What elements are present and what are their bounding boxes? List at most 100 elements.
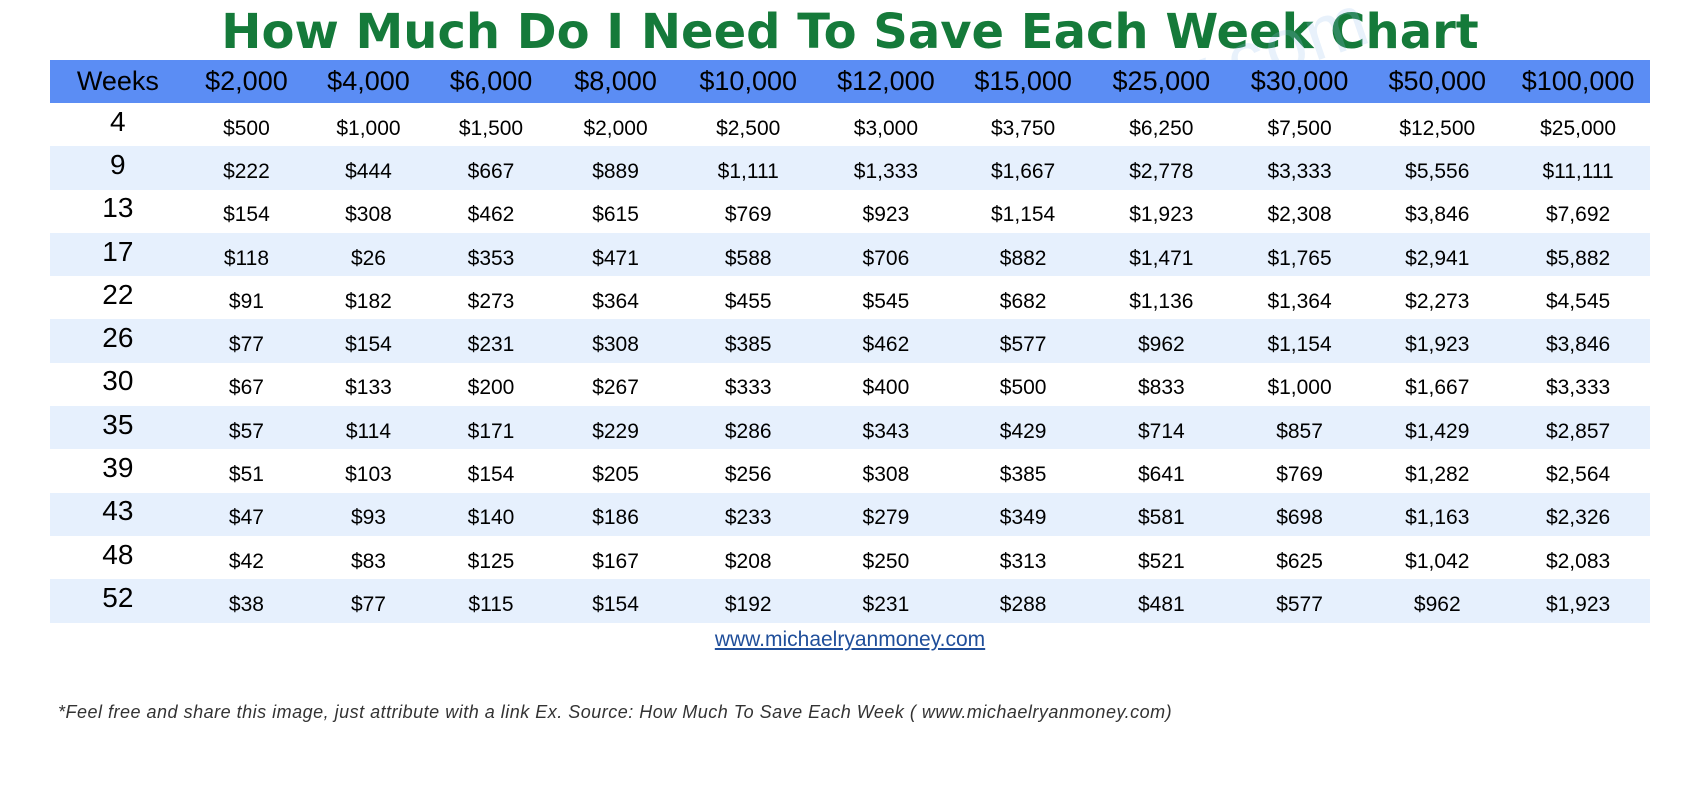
weekly-amount-cell: $2,778	[1091, 146, 1231, 190]
weekly-amount-cell: $429	[954, 406, 1092, 450]
weekly-amount-cell: $385	[678, 319, 818, 363]
weekly-amount-cell: $577	[1230, 579, 1369, 623]
weekly-amount-cell: $1,154	[1230, 319, 1369, 363]
weekly-amount-cell: $77	[307, 579, 430, 623]
weekly-amount-cell: $962	[1368, 579, 1507, 623]
column-header-goal: $15,000	[954, 60, 1092, 103]
weekly-amount-cell: $279	[817, 492, 955, 536]
weeks-cell: 52	[50, 579, 186, 623]
weekly-amount-cell: $171	[429, 406, 553, 450]
weekly-amount-cell: $962	[1091, 319, 1231, 363]
weekly-amount-cell: $1,923	[1506, 579, 1650, 623]
weekly-amount-cell: $83	[307, 535, 430, 580]
weekly-amount-cell: $481	[1091, 579, 1231, 623]
weekly-amount-cell: $2,083	[1506, 535, 1650, 580]
weekly-amount-cell: $5,556	[1368, 146, 1507, 190]
weekly-amount-cell: $186	[552, 492, 679, 536]
weekly-amount-cell: $343	[817, 406, 955, 450]
weekly-amount-cell: $140	[429, 492, 553, 536]
weekly-amount-cell: $1,154	[954, 189, 1092, 233]
weekly-amount-cell: $2,941	[1368, 232, 1507, 277]
weekly-amount-cell: $455	[678, 276, 818, 320]
weekly-amount-cell: $1,111	[678, 146, 818, 190]
weekly-amount-cell: $385	[954, 449, 1092, 493]
weekly-amount-cell: $2,273	[1368, 276, 1507, 320]
weeks-cell: 13	[50, 189, 186, 233]
weekly-amount-cell: $12,500	[1368, 103, 1507, 147]
weekly-amount-cell: $7,500	[1230, 103, 1369, 147]
column-header-goal: $30,000	[1230, 60, 1369, 103]
table-row: 30 $67 $133 $200 $267 $333 $400 $500 $833 $1,000 $…	[50, 362, 1650, 407]
weekly-amount-cell: $205	[552, 449, 679, 493]
weekly-amount-cell: $1,923	[1368, 319, 1507, 363]
weekly-amount-cell: $364	[552, 276, 679, 320]
weekly-amount-cell: $2,000	[552, 103, 679, 147]
weekly-amount-cell: $462	[429, 189, 553, 233]
weekly-amount-cell: $273	[429, 276, 553, 320]
table-row: 52 $38 $77 $115 $154 $192 $231 $288 $481 $577 $962…	[50, 579, 1650, 623]
weekly-amount-cell: $588	[678, 232, 818, 277]
weekly-amount-cell: $1,429	[1368, 406, 1507, 450]
weekly-amount-cell: $1,667	[954, 146, 1092, 190]
weekly-amount-cell: $882	[954, 232, 1092, 277]
header-row: Weeks $2,000 $4,000 $6,000 $8,000 $10,000 $12,…	[50, 60, 1650, 103]
weekly-amount-cell: $77	[185, 319, 308, 363]
weekly-amount-cell: $471	[552, 232, 679, 277]
weekly-amount-cell: $349	[954, 492, 1092, 536]
weekly-amount-cell: $115	[429, 579, 553, 623]
weekly-amount-cell: $2,500	[678, 103, 818, 147]
weekly-amount-cell: $769	[678, 189, 818, 233]
weekly-amount-cell: $93	[307, 492, 430, 536]
weekly-amount-cell: $154	[185, 189, 308, 233]
weekly-amount-cell: $288	[954, 579, 1092, 623]
weekly-amount-cell: $103	[307, 449, 430, 493]
weekly-amount-cell: $682	[954, 276, 1092, 320]
table-row: 43 $47 $93 $140 $186 $233 $279 $349 $581 $698 $1,1…	[50, 492, 1650, 536]
weekly-amount-cell: $308	[817, 449, 955, 493]
weekly-amount-cell: $308	[307, 189, 430, 233]
weekly-amount-cell: $2,326	[1506, 492, 1650, 536]
weekly-amount-cell: $333	[678, 362, 818, 407]
weekly-amount-cell: $3,333	[1230, 146, 1369, 190]
weekly-amount-cell: $1,923	[1091, 189, 1231, 233]
table-row: 9 $222 $444 $667 $889 $1,111 $1,333 $1,667 $2,77…	[50, 146, 1650, 190]
weekly-amount-cell: $889	[552, 146, 679, 190]
weekly-amount-cell: $2,564	[1506, 449, 1650, 493]
weekly-amount-cell: $698	[1230, 492, 1369, 536]
website-link[interactable]: www.michaelryanmoney.com	[714, 628, 986, 651]
weeks-cell: 4	[50, 103, 186, 147]
column-header-goal: $25,000	[1091, 60, 1231, 103]
weekly-amount-cell: $769	[1230, 449, 1369, 493]
column-header-weeks: Weeks	[50, 60, 186, 103]
column-header-goal: $50,000	[1368, 60, 1507, 103]
column-header-goal: $10,000	[678, 60, 818, 103]
table-row: 48 $42 $83 $125 $167 $208 $250 $313 $521 $625 $1,0…	[50, 535, 1650, 580]
weekly-amount-cell: $2,857	[1506, 406, 1650, 450]
weekly-amount-cell: $500	[185, 103, 308, 147]
weekly-amount-cell: $233	[678, 492, 818, 536]
weekly-amount-cell: $706	[817, 232, 955, 277]
weekly-amount-cell: $133	[307, 362, 430, 407]
weekly-amount-cell: $154	[307, 319, 430, 363]
weekly-amount-cell: $3,846	[1368, 189, 1507, 233]
weekly-amount-cell: $114	[307, 406, 430, 450]
weekly-amount-cell: $200	[429, 362, 553, 407]
weekly-amount-cell: $1,364	[1230, 276, 1369, 320]
chart-title: How Much Do I Need To Save Each Week Cha…	[221, 4, 1479, 60]
table-row: 35 $57 $114 $171 $229 $286 $343 $429 $714 $857 $1,…	[50, 406, 1650, 450]
weekly-amount-cell: $118	[185, 232, 308, 277]
weekly-amount-cell: $51	[185, 449, 308, 493]
weekly-amount-cell: $313	[954, 535, 1092, 580]
column-header-goal: $8,000	[552, 60, 679, 103]
weekly-amount-cell: $256	[678, 449, 818, 493]
weeks-cell: 39	[50, 449, 186, 493]
weekly-amount-cell: $923	[817, 189, 955, 233]
column-header-goal: $2,000	[185, 60, 308, 103]
weekly-amount-cell: $91	[185, 276, 308, 320]
weekly-amount-cell: $1,282	[1368, 449, 1507, 493]
weekly-amount-cell: $154	[552, 579, 679, 623]
weekly-amount-cell: $1,667	[1368, 362, 1507, 407]
weekly-amount-cell: $6,250	[1091, 103, 1231, 147]
savings-table: Weeks $2,000 $4,000 $6,000 $8,000 $10,000 $12,…	[50, 60, 1650, 623]
weekly-amount-cell: $1,000	[1230, 362, 1369, 407]
